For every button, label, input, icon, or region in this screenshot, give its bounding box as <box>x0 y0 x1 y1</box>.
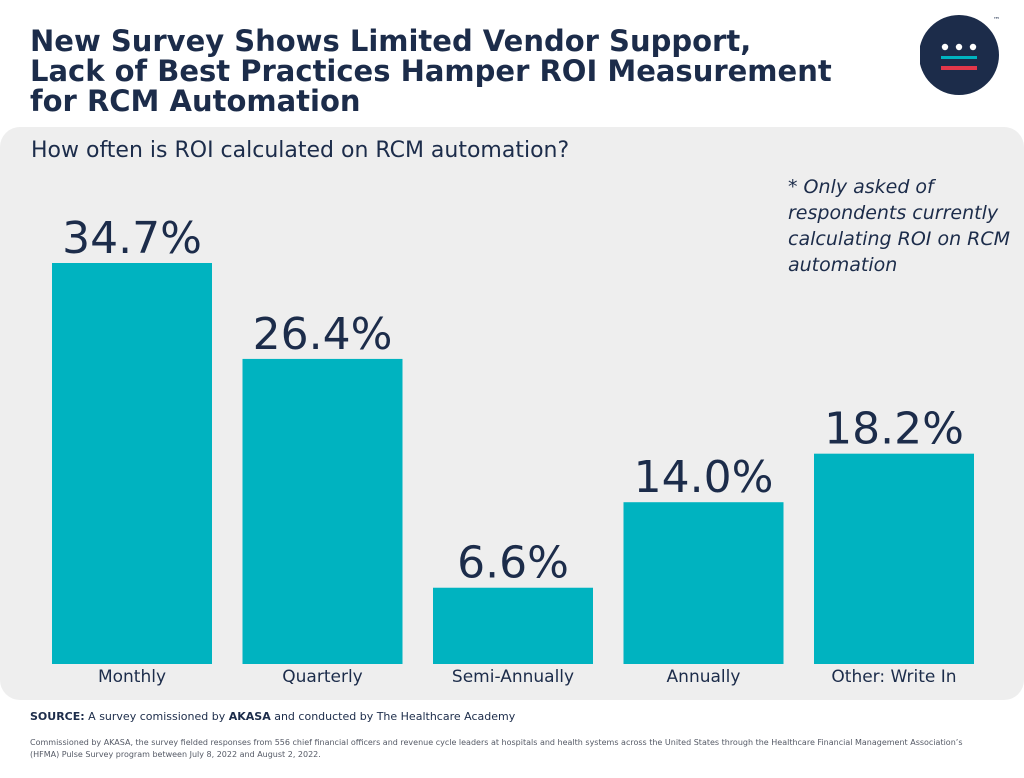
category-label: Quarterly <box>282 667 362 687</box>
bar-chart: 34.7% Monthly 26.4% Quarterly 6.6% Semi-Annua… <box>52 213 974 687</box>
headline: New Survey Shows Limited Vendor Support,… <box>30 26 890 116</box>
bar-semi-annually <box>433 587 593 664</box>
source-post: and conducted by The Healthcare Academy <box>274 710 516 723</box>
source-label: SOURCE: <box>30 710 85 723</box>
category-label: Other: Write In <box>831 667 956 687</box>
methodology-note: Commissioned by AKASA, the survey fielde… <box>30 738 963 759</box>
value-label: 18.2% <box>824 404 964 455</box>
bar-other-write-in <box>814 453 974 664</box>
category-label: Annually <box>667 667 741 687</box>
category-label: Semi-Annually <box>452 667 574 687</box>
bar-annually <box>623 502 784 664</box>
category-label: Monthly <box>98 667 166 687</box>
akasa-logo: ™ <box>920 15 1000 95</box>
headline-line-2: Lack of Best Practices Hamper ROI Measur… <box>30 54 832 88</box>
source-pre: A survey comissioned by <box>88 710 226 723</box>
trademark-symbol: ™ <box>993 16 1000 24</box>
headline-line-3: for RCM Automation <box>30 84 361 118</box>
value-label: 34.7% <box>62 213 202 264</box>
value-label: 26.4% <box>253 309 393 360</box>
source-brand: AKASA <box>228 710 271 723</box>
bar-quarterly <box>242 358 403 664</box>
headline-line-1: New Survey Shows Limited Vendor Support, <box>30 24 752 58</box>
value-label: 14.0% <box>634 452 774 503</box>
bar-monthly <box>52 263 212 664</box>
footnote: * Only asked of respondents currently ca… <box>788 176 1011 276</box>
chart-title: How often is ROI calculated on RCM autom… <box>31 138 570 163</box>
value-label: 6.6% <box>457 538 569 589</box>
source-line: SOURCE: A survey comissioned by AKASA an… <box>30 710 515 723</box>
